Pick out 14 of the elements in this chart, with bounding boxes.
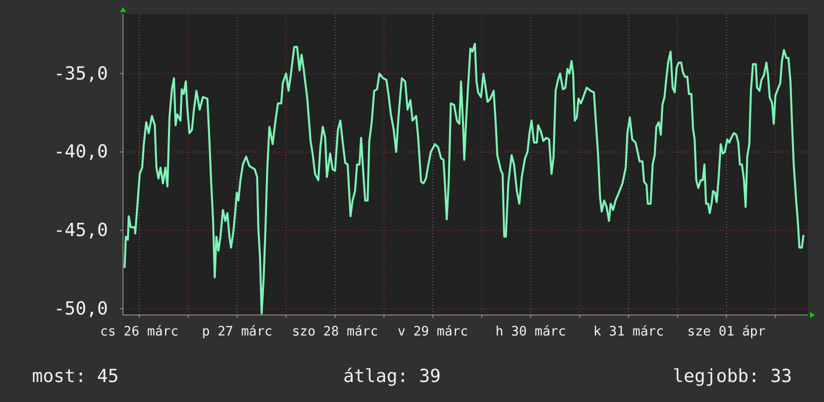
x-tick-label: k 31 márc (593, 324, 664, 340)
y-tick-label: -35,0 (54, 63, 108, 84)
y-tick-label: -40,0 (54, 142, 108, 163)
x-tick-label: p 27 márc (202, 324, 272, 340)
y-tick-label: -45,0 (54, 220, 108, 242)
text: átlag: 39 (343, 366, 441, 387)
x-tick-label: h 30 márc (496, 324, 566, 340)
text: most: 45 (32, 366, 119, 387)
y-tick-label: -50,0 (54, 298, 108, 320)
x-tick-label: v 29 márc (398, 324, 468, 340)
x-tick-label: szo 28 márc (292, 324, 378, 340)
text: legjobb: 33 (672, 366, 792, 387)
x-tick-label: sze 01 ápr (687, 324, 766, 340)
x-tick-label: cs 26 márc (100, 324, 178, 340)
